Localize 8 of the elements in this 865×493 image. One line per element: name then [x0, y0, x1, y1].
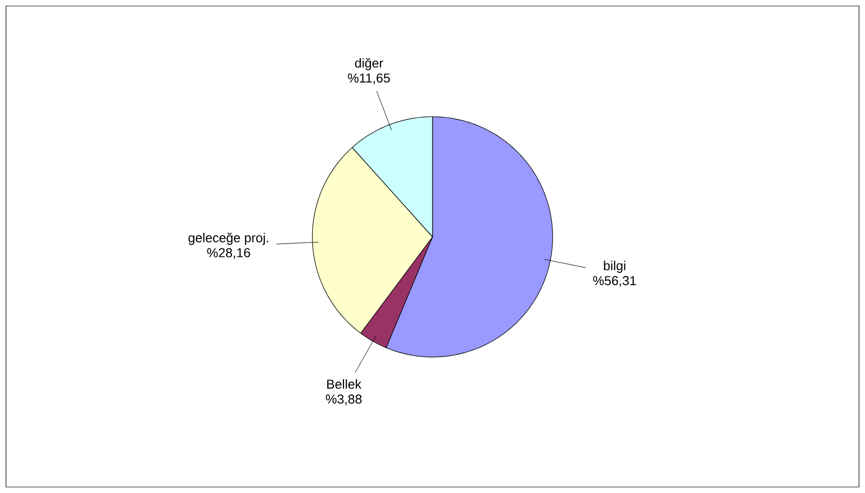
- data-label: %3,88: [326, 394, 362, 406]
- data-label: %11,65: [348, 73, 390, 84]
- data-label: %28,16: [207, 248, 250, 259]
- slice-label: Bellek: [327, 379, 362, 389]
- slice-label: bilgi: [604, 260, 626, 273]
- slice-label: geleceğe proj.: [188, 232, 268, 245]
- slice-label: diğer: [355, 58, 384, 70]
- data-label: %56,31: [593, 276, 636, 287]
